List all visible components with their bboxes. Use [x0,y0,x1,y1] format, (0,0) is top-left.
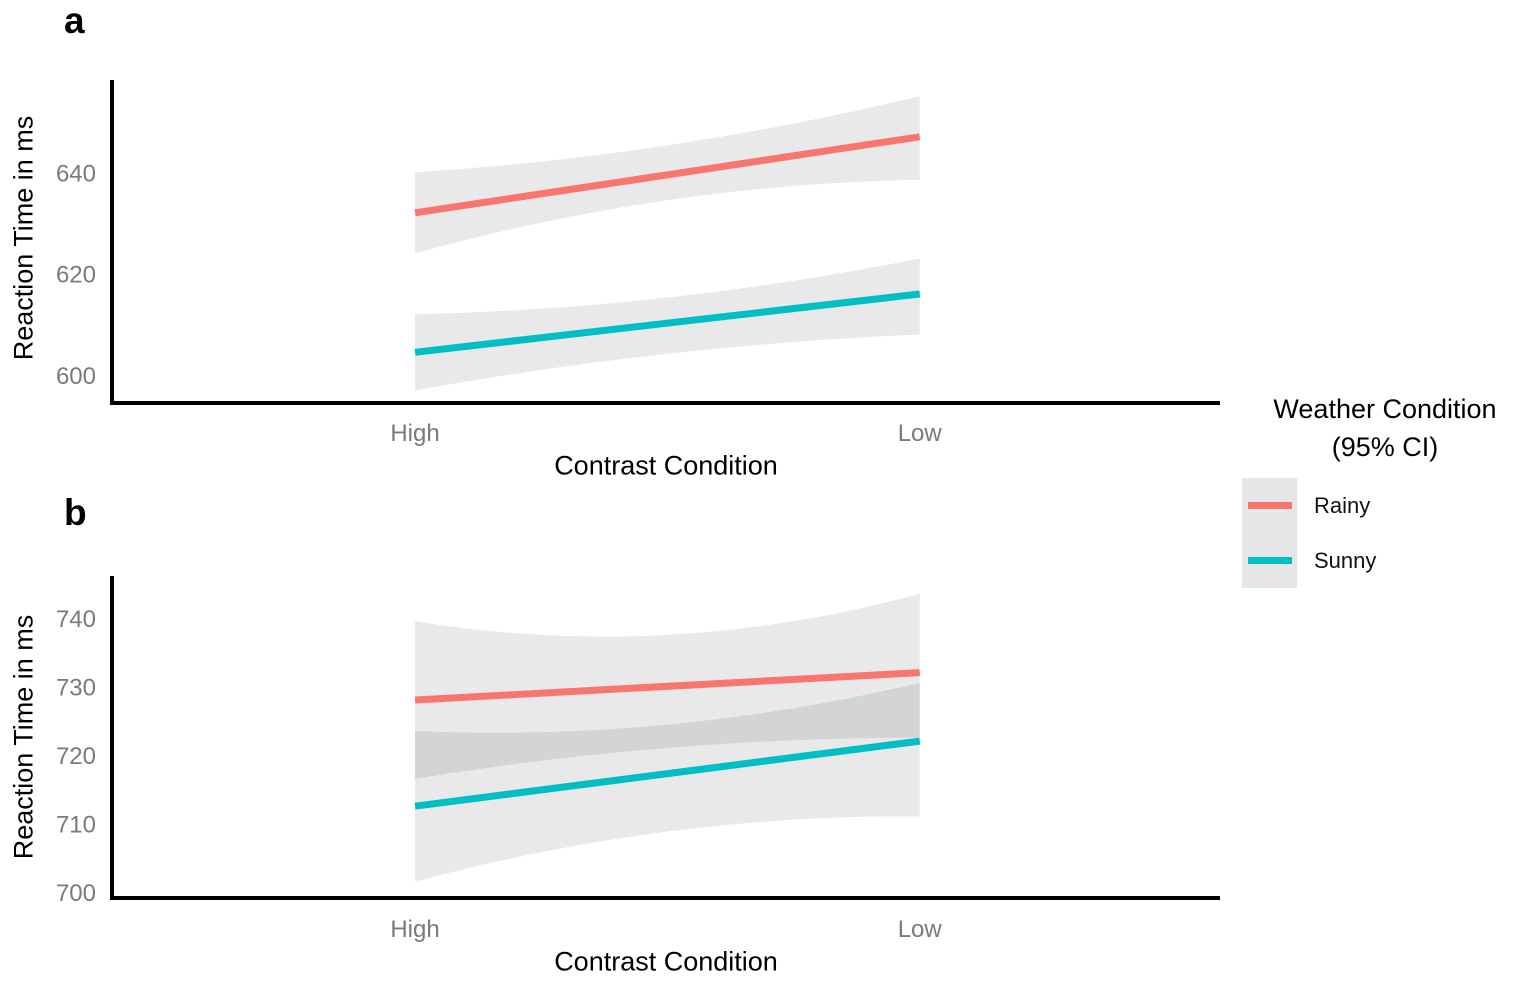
axis-lines [110,576,1220,900]
legend-title: Weather Condition (95% CI) [1235,390,1535,466]
legend: Rainy Sunny [1242,478,1376,588]
legend-key-box [1242,533,1297,588]
legend-swatch-line-rainy [1247,502,1292,509]
legend-label-rainy: Rainy [1314,492,1371,518]
legend-entry-sunny: Sunny [1242,533,1376,588]
panel-a-label: a [64,0,85,41]
y-tick-label-720: 720 [56,743,96,770]
axis-lines [110,80,1220,405]
y-tick-label-620: 620 [56,262,96,289]
y-tick-label-600: 600 [56,363,96,390]
legend-swatch-line-sunny [1247,557,1292,564]
legend-title-line1: Weather Condition [1273,394,1497,424]
panel-a: 600 620 640 High Low [56,80,1220,447]
y-tick-label-710: 710 [56,811,96,838]
y-tick-label-730: 730 [56,674,96,701]
x-tick-label-high: High [390,420,439,447]
trend-line-sunny [414,737,921,810]
y-tick-label-640: 640 [56,160,96,187]
panel-b-y-axis-title: Reaction Time in ms [8,614,39,860]
y-tick-label-700: 700 [56,880,96,907]
panel-b: 700 710 720 730 740 High Low [56,576,1220,943]
x-tick-label-high: High [390,916,439,943]
panel-a-x-axis-title: Contrast Condition [554,450,778,481]
x-tick-label-low: Low [898,916,943,943]
trend-line-sunny [414,290,921,356]
legend-entry-rainy: Rainy [1242,478,1376,533]
legend-label-sunny: Sunny [1314,547,1377,573]
panel-a-y-axis-title: Reaction Time in ms [8,115,39,361]
panel-b-label: b [64,492,87,533]
trend-line-rainy [414,133,921,217]
trend-line-rainy [414,669,920,704]
legend-key-box [1242,478,1297,533]
panel-b-x-axis-title: Contrast Condition [554,946,778,977]
ci-ribbon-sunny [415,682,920,882]
x-tick-label-low: Low [898,420,943,447]
legend-title-line2: (95% CI) [1331,432,1439,462]
y-tick-label-740: 740 [56,606,96,633]
